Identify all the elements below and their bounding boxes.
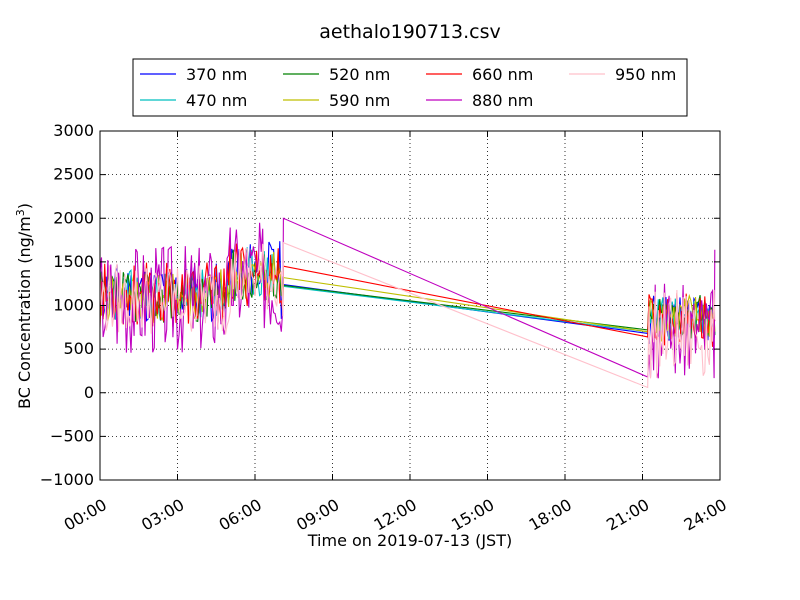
x-tick-label: 03:00 [138,495,187,535]
x-tick-label: 09:00 [293,495,342,535]
x-tick-label: 00:00 [61,495,110,535]
y-axis-label-main: BC Concentration (ng/m [15,216,34,409]
x-tick-label: 21:00 [603,495,652,535]
x-axis-label: Time on 2019-07-13 (JST) [307,531,512,550]
y-tick-label: 0 [84,383,94,402]
y-axis-label-superscript: 3 [14,209,27,216]
legend: 370 nm 470 nm 520 nm 590 nm 660 nm 880 nm 950 … [132,58,688,117]
y-tick-label: 3000 [53,121,94,140]
y-tick-label: 2500 [53,165,94,184]
y-axis-label: BC Concentration (ng/m3) [14,203,34,409]
legend-frame [132,58,688,117]
y-axis-label-close: ) [15,203,34,209]
y-tick-label: 2000 [53,208,94,227]
legend-label: 880 nm [472,91,533,110]
x-tick-label: 12:00 [371,495,420,535]
legend-label: 590 nm [329,91,390,110]
y-tick-label: 500 [63,339,94,358]
x-tick-label: 15:00 [448,495,497,535]
legend-label: 950 nm [615,65,676,84]
x-axis: 00:00 03:00 06:00 09:00 12:00 15:00 18:00 21:00… [61,131,730,535]
series-line-880-nm [100,217,716,379]
legend-label: 470 nm [186,91,247,110]
x-tick-label: 18:00 [526,495,575,535]
y-axis: −1000 −500 0 500 1000 1500 2000 2500 3000 [40,121,720,489]
legend-label: 370 nm [186,65,247,84]
plot-area [99,130,721,481]
x-tick-label: 06:00 [216,495,265,535]
y-tick-label: −1000 [40,470,94,489]
chart-title: aethalo190713.csv [319,21,501,43]
series-line-950-nm [100,241,716,389]
x-tick-label: 24:00 [681,495,730,535]
y-tick-label: 1500 [53,252,94,271]
y-tick-label: 1000 [53,296,94,315]
legend-label: 520 nm [329,65,390,84]
y-tick-label: −500 [50,426,94,445]
legend-label: 660 nm [472,65,533,84]
